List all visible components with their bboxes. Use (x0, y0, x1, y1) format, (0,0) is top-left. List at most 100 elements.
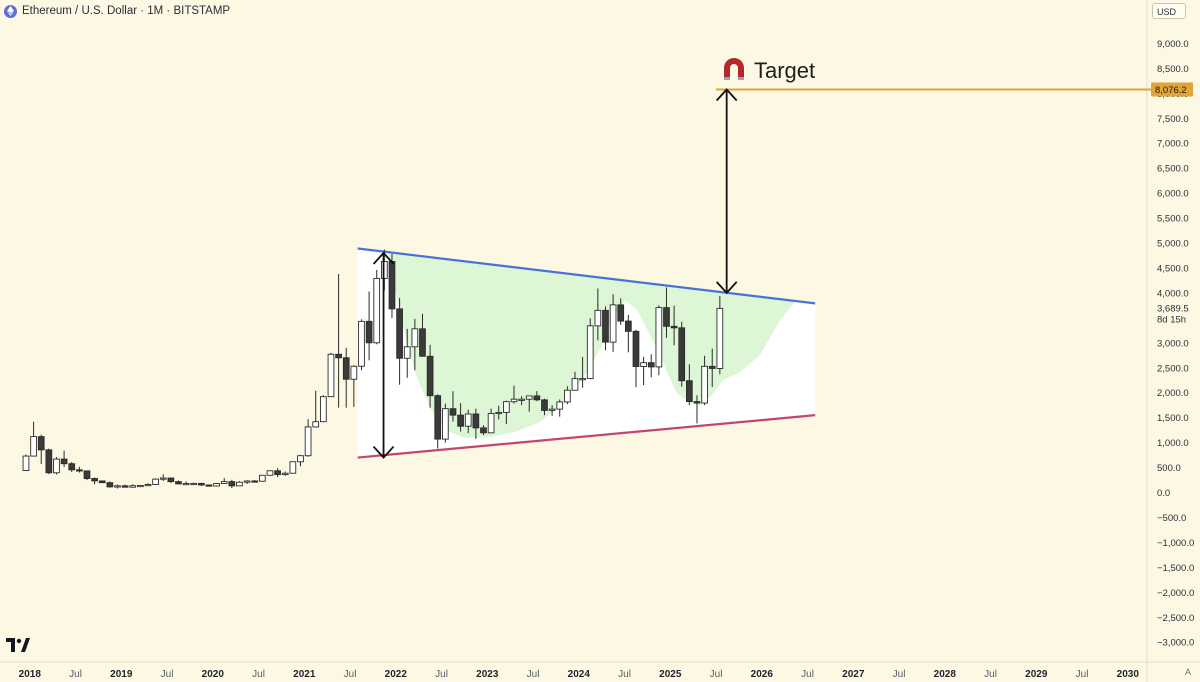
candle-body (175, 481, 182, 485)
candle-body (190, 482, 198, 486)
candle (121, 484, 129, 488)
target-label: Target (754, 58, 816, 83)
candle-body (228, 481, 236, 487)
candle-body (586, 325, 594, 380)
candle-body (152, 478, 159, 485)
candle (419, 313, 426, 357)
candle-body (472, 413, 480, 429)
auto-scale-button[interactable]: A (1185, 667, 1192, 677)
candle-body (205, 484, 213, 487)
time-tick-label: Jul (527, 669, 540, 680)
candle (464, 409, 472, 434)
candle-body (75, 469, 83, 472)
currency-button[interactable]: USD (1152, 3, 1186, 19)
candle (403, 328, 411, 378)
candle-body (564, 389, 571, 403)
price-tick-label: 1,500.0 (1157, 413, 1189, 424)
candle (60, 450, 68, 468)
candle-body (197, 482, 205, 486)
support-trendline (357, 414, 816, 459)
time-tick-label: Jul (252, 669, 265, 680)
candle (434, 394, 442, 449)
price-tick-label: −2,500.0 (1157, 613, 1194, 624)
candle-body (144, 484, 152, 487)
candle (274, 468, 281, 478)
candle-body (220, 481, 228, 484)
candle-body (495, 411, 503, 415)
candle (449, 391, 457, 422)
candle (197, 482, 205, 487)
symbol-title: Ethereum / U.S. Dollar · 1M · BITSTAMP (22, 5, 231, 17)
price-tick-label: 5,500.0 (1157, 214, 1189, 225)
candle (701, 355, 708, 406)
candle-body (182, 483, 190, 486)
candle (190, 482, 198, 486)
candle (129, 484, 137, 488)
price-tick-label: 3,000.0 (1157, 338, 1189, 349)
time-tick-label: 2018 (19, 669, 42, 680)
candle-body (411, 328, 419, 348)
candle-body (335, 353, 342, 359)
time-axis: 2018 Jul 2019 Jul 2020 Jul 2021 Jul 2022 Jul 2023 J… (19, 669, 1140, 680)
candle-body (716, 307, 724, 369)
candle (533, 391, 541, 402)
svg-text:8,076.2: 8,076.2 (1155, 85, 1187, 96)
price-tick-label: 2,500.0 (1157, 363, 1189, 374)
candles (22, 249, 724, 489)
candle-body (106, 482, 114, 488)
candle (663, 287, 670, 338)
time-tick-label: 2021 (293, 669, 316, 680)
time-tick-label: Jul (1076, 669, 1089, 680)
candle-body (68, 463, 76, 471)
candle (114, 484, 121, 489)
time-tick-label: Jul (435, 669, 448, 680)
candle (327, 352, 335, 398)
price-tick-label: 1,000.0 (1157, 438, 1189, 449)
time-tick-label: Jul (618, 669, 631, 680)
candle-body (487, 412, 495, 434)
candle-body (480, 427, 487, 434)
candle-body (602, 309, 609, 343)
candle (144, 483, 152, 487)
candle-body (350, 365, 358, 380)
candle (457, 403, 464, 432)
candle-body (686, 380, 693, 403)
candle-body (136, 485, 144, 488)
candle-body (365, 320, 373, 344)
candle-body (571, 378, 579, 391)
time-tick-label: Jul (710, 669, 723, 680)
candle-body (91, 478, 98, 482)
candle (266, 470, 274, 476)
candle-body (442, 408, 449, 440)
candle (708, 348, 716, 387)
candle (442, 403, 449, 443)
candle-body (274, 470, 281, 476)
candle-body (259, 474, 266, 482)
candle-body (609, 304, 617, 343)
candle-body (464, 413, 472, 427)
candle (472, 408, 480, 439)
candle (487, 408, 495, 434)
candle (205, 484, 213, 487)
candle (213, 483, 220, 487)
price-tick-label: 2,000.0 (1157, 388, 1189, 399)
time-tick-label: Jul (344, 669, 357, 680)
price-tick-label: 4,500.0 (1157, 263, 1189, 274)
symbol-header[interactable]: Ethereum / U.S. Dollar · 1M · BITSTAMP (4, 3, 230, 19)
candle (228, 479, 236, 489)
candle (358, 319, 365, 371)
candle (289, 461, 297, 474)
ethereum-icon (4, 4, 17, 18)
candle-body (678, 327, 686, 382)
candle (670, 305, 678, 346)
candle-body (129, 485, 137, 488)
candle-body (236, 481, 243, 487)
candle-body (30, 436, 37, 457)
tradingview-logo[interactable] (6, 638, 30, 652)
candle-body (449, 408, 457, 416)
candle-body (655, 307, 663, 368)
candle-body (625, 320, 632, 332)
candle (579, 357, 586, 388)
candle-body (403, 346, 411, 359)
